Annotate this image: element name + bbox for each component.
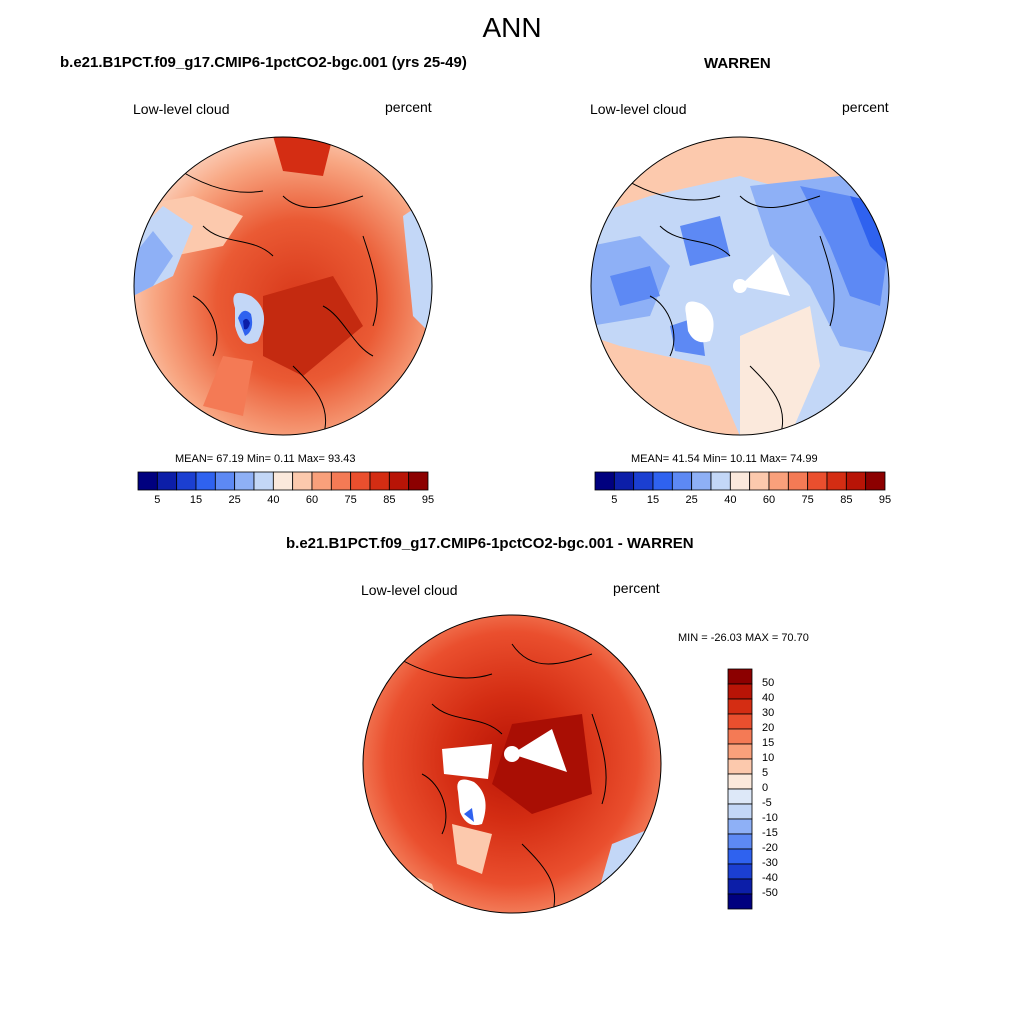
panel2-colorbar-box-0	[594, 471, 615, 491]
panel1-colorbar-box-6	[253, 471, 274, 491]
panel1-colorbar-box-7	[272, 471, 294, 491]
panel3-colorbar-tick-label: -20	[762, 842, 778, 854]
panel1-colorbar	[137, 471, 429, 491]
panel2-colorbar-box-5	[691, 471, 712, 491]
panel2-colorbar-box-8	[749, 471, 770, 491]
panel1-colorbar-box-12	[369, 471, 390, 491]
panel3-colorbar-box-11	[727, 833, 753, 850]
panel1-colorbar-tick-label: 40	[267, 494, 280, 506]
panel3-colorbar-tick-label: -40	[762, 872, 778, 884]
panel3-colorbar-box-2	[727, 698, 753, 715]
panel3-colorbar-box-10	[727, 818, 753, 835]
panel3-colorbar-tick-label: 5	[762, 767, 769, 779]
panel3-colorbar-tick-label: 20	[762, 722, 775, 734]
panel1-colorbar-box-1	[156, 471, 178, 491]
panel2-units-label: percent	[842, 99, 889, 115]
panel2-colorbar-tick-label: 75	[801, 494, 814, 506]
panel1-colorbar-ticks: 5 15 25 40 60 75 85 95	[138, 494, 434, 508]
panel1-colorbar-tick-label: 95	[421, 494, 435, 506]
panel3-title: b.e21.B1PCT.f09_g17.CMIP6-1pctCO2-bgc.00…	[286, 535, 694, 552]
panel3-colorbar-box-14	[727, 878, 753, 895]
panel1-colorbar-box-8	[292, 471, 313, 491]
panel1-colorbar-box-4	[214, 471, 236, 491]
panel3-colorbar-box-5	[727, 743, 753, 760]
panel3-colorbar-tick-label: -15	[762, 827, 778, 839]
panel2-colorbar-tick-label: 5	[611, 494, 618, 506]
panel3-colorbar-box-8	[727, 788, 753, 805]
panel1-colorbar-box-0	[137, 471, 158, 491]
panel2-colorbar-tick-label: 25	[685, 494, 698, 506]
panel3-colorbar-box-6	[727, 758, 753, 775]
panel2-colorbar-box-10	[787, 471, 809, 491]
panel3-colorbar-tick-label: 40	[762, 692, 775, 704]
panel3-variable-label: Low-level cloud	[361, 582, 458, 598]
panel2-title: WARREN	[704, 55, 771, 72]
panel2-polar-map	[590, 136, 890, 436]
panel2-colorbar-tick-label: 85	[840, 494, 853, 506]
panel3-colorbar-tick-label: -5	[762, 797, 772, 809]
panel3-colorbar-tick-label: 50	[762, 677, 775, 689]
panel1-colorbar-box-5	[234, 471, 255, 491]
panel3-units-label: percent	[613, 580, 660, 596]
panel3-colorbar	[727, 668, 753, 910]
panel3-colorbar-box-15	[727, 893, 753, 910]
panel2-colorbar-box-4	[671, 471, 693, 491]
panel1-colorbar-box-13	[388, 471, 410, 491]
panel3-colorbar-box-12	[727, 848, 753, 865]
panel1-colorbar-tick-label: 75	[344, 494, 357, 506]
panel2-colorbar-box-7	[729, 471, 751, 491]
panel3-colorbar-tick-label: -30	[762, 857, 778, 869]
panel1-colorbar-tick-label: 5	[154, 494, 161, 506]
panel1-colorbar-box-3	[195, 471, 216, 491]
panel2-colorbar-box-9	[768, 471, 789, 491]
panel2-variable-label: Low-level cloud	[590, 101, 687, 117]
panel1-colorbar-tick-label: 85	[383, 494, 396, 506]
panel1-title: b.e21.B1PCT.f09_g17.CMIP6-1pctCO2-bgc.00…	[60, 54, 467, 71]
panel3-colorbar-box-4	[727, 728, 753, 745]
panel2-colorbar-tick-label: 15	[646, 494, 660, 506]
panel3-colorbar-tick-label: 10	[762, 752, 775, 764]
panel3-stats: MIN = -26.03 MAX = 70.70	[678, 632, 809, 644]
panel2-colorbar-box-1	[613, 471, 635, 491]
panel2-colorbar-box-13	[845, 471, 867, 491]
panel1-units-label: percent	[385, 99, 432, 115]
panel2-colorbar-box-12	[826, 471, 847, 491]
panel2-colorbar-box-6	[710, 471, 731, 491]
panel1-colorbar-tick-label: 25	[228, 494, 241, 506]
panel3-colorbar-box-9	[727, 803, 753, 820]
panel2-colorbar-box-2	[633, 471, 654, 491]
panel2-colorbar-ticks: 5 15 25 40 60 75 85 95	[595, 494, 891, 508]
panel2-stats: MEAN= 41.54 Min= 10.11 Max= 74.99	[631, 453, 818, 465]
panel2-colorbar-tick-label: 60	[762, 494, 776, 506]
panel3-colorbar-tick-label: 0	[762, 782, 769, 794]
panel3-colorbar-tick-label: 30	[762, 707, 775, 719]
panel2-colorbar-box-3	[652, 471, 673, 491]
panel1-variable-label: Low-level cloud	[133, 101, 230, 117]
figure-title: ANN	[482, 12, 542, 43]
panel3-colorbar-tick-label: -10	[762, 812, 778, 824]
panel1-polar-map	[133, 136, 433, 436]
panel3-colorbar-tick-label: 15	[762, 737, 775, 749]
panel3-colorbar-ticks: 50 40 30 20 15 10 5 0 -5 -10 -15 -20 -30 -40 -50	[758, 669, 798, 909]
panel2-colorbar-box-11	[807, 471, 828, 491]
panel1-colorbar-box-9	[311, 471, 332, 491]
panel1-stats: MEAN= 67.19 Min= 0.11 Max= 93.43	[175, 453, 356, 465]
panel2-colorbar-box-14	[865, 471, 886, 491]
panel3-colorbar-tick-label: -50	[762, 887, 778, 899]
panel1-colorbar-tick-label: 15	[189, 494, 203, 506]
panel3-colorbar-box-3	[727, 713, 753, 730]
panel3-colorbar-box-0	[727, 668, 753, 685]
panel2-colorbar-tick-label: 95	[878, 494, 892, 506]
panel3-colorbar-box-13	[727, 863, 753, 880]
panel2-colorbar	[594, 471, 886, 491]
panel2-colorbar-tick-label: 40	[724, 494, 737, 506]
panel3-colorbar-box-7	[727, 773, 753, 790]
panel1-colorbar-box-11	[350, 471, 371, 491]
panel3-polar-map	[362, 614, 662, 914]
panel1-colorbar-box-2	[176, 471, 197, 491]
panel1-colorbar-box-14	[408, 471, 429, 491]
panel1-colorbar-box-10	[330, 471, 352, 491]
panel3-colorbar-box-1	[727, 683, 753, 700]
panel1-colorbar-tick-label: 60	[305, 494, 319, 506]
